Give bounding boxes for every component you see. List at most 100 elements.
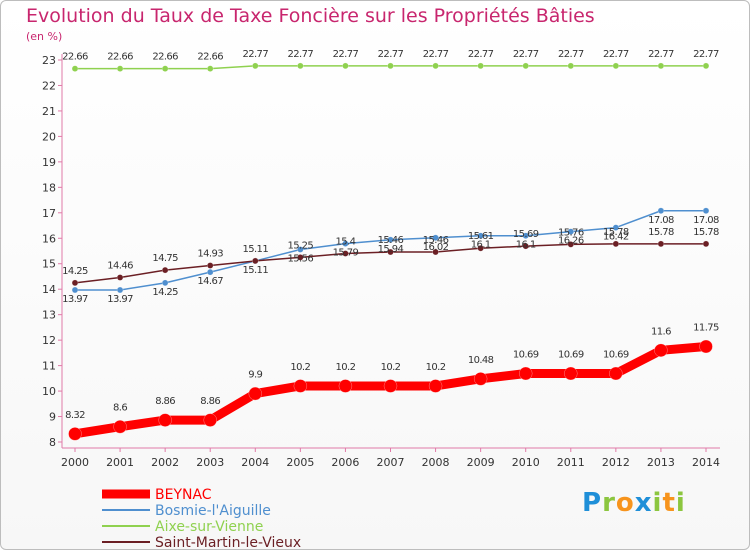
data-point [477,62,484,70]
data-label: 11.75 [693,323,719,334]
data-label: 14.25 [152,287,178,298]
data-point [203,413,217,427]
logo-letter: x [634,488,653,518]
legend-label: Bosmie-l'Aiguille [155,503,271,519]
data-point [248,386,263,401]
y-tick-label: 14 [42,283,56,296]
data-label: 8.86 [200,396,220,407]
data-label: 14.46 [107,260,133,271]
data-label: 22.66 [197,52,223,63]
data-point [702,240,710,248]
x-tick-label: 2013 [647,456,675,469]
y-tick-label: 22 [42,79,56,92]
data-label: 22.66 [107,52,133,63]
y-tick-label: 11 [42,360,56,373]
data-point [612,240,620,248]
data-label: 15.76 [558,227,584,238]
y-tick-label: 13 [42,309,56,322]
data-point [293,379,308,393]
data-label: 15.78 [648,227,674,238]
data-label: 15.11 [242,265,268,276]
legend: BEYNACBosmie-l'AiguilleAixe-sur-VienneSa… [102,487,301,550]
logo-letter: r [602,488,616,518]
legend-label: Saint-Martin-le-Vieux [155,535,301,550]
data-point [657,240,665,248]
data-point [206,262,214,269]
data-point [518,366,533,381]
data-point [612,62,620,70]
y-tick-label: 8 [49,436,56,449]
data-label: 15.78 [603,227,629,238]
data-label: 10.2 [381,362,401,373]
data-point [699,339,713,354]
data-point [161,65,169,72]
y-tick-label: 20 [42,130,56,143]
x-tick-label: 2005 [286,456,314,469]
data-label: 8.6 [113,403,127,414]
data-point [567,228,575,235]
data-point [477,244,484,252]
y-tick-label: 23 [42,54,56,67]
data-point [387,248,394,256]
data-point [477,232,484,239]
y-tick-label: 21 [42,105,56,118]
y-tick-label: 10 [42,385,56,398]
legend-label: Aixe-sur-Vienne [155,519,263,535]
data-point [161,279,169,287]
data-point [567,241,575,248]
logo-letter: t [662,488,676,518]
data-point [116,65,124,72]
data-point [522,242,529,250]
data-label: 11.6 [651,326,671,337]
x-tick-label: 2007 [377,456,405,469]
legend-label: BEYNAC [155,487,212,503]
data-label: 8.86 [155,396,175,407]
data-label: 22.77 [648,49,674,60]
data-label: 16.1 [516,240,536,251]
data-point [387,62,394,70]
data-label: 14.67 [197,276,223,287]
data-label: 16.02 [423,242,449,253]
data-point [432,62,439,70]
data-label: 15.11 [242,244,268,255]
data-point [609,366,623,381]
data-point [71,286,79,294]
x-tick-label: 2008 [422,456,450,469]
data-label: 22.77 [468,49,494,60]
y-tick-label: 12 [42,334,56,347]
data-label: 16.26 [558,236,584,247]
logo-letter: P [582,488,603,518]
data-label: 13.97 [107,294,133,305]
data-label: 22.77 [378,49,404,60]
x-tick-label: 2010 [512,456,540,469]
x-tick-label: 2002 [151,456,179,469]
data-label: 15.94 [378,244,404,255]
data-label: 9.9 [248,370,262,381]
data-label: 22.77 [423,49,449,60]
data-point [657,207,665,215]
data-label: 10.69 [603,349,629,360]
data-label: 14.75 [152,253,178,264]
data-label: 22.77 [603,49,629,60]
data-label: 22.77 [693,49,719,60]
data-label: 17.08 [648,215,674,226]
data-point [564,366,578,381]
data-label: 10.69 [513,349,539,360]
data-point [161,266,169,274]
data-point [657,62,665,70]
data-label: 10.2 [335,362,355,373]
logo-letter: o [615,488,635,518]
data-point [297,254,304,261]
data-label: 15.79 [333,248,359,259]
data-label: 15.46 [423,235,449,246]
data-label: 10.48 [468,355,494,366]
data-point [297,62,304,70]
data-label: 10.2 [290,362,310,373]
data-label: 15.25 [288,240,314,251]
y-tick-label: 19 [42,156,56,169]
data-point [432,248,439,256]
data-point [338,379,353,393]
data-point [567,62,575,70]
data-label: 22.77 [333,49,359,60]
